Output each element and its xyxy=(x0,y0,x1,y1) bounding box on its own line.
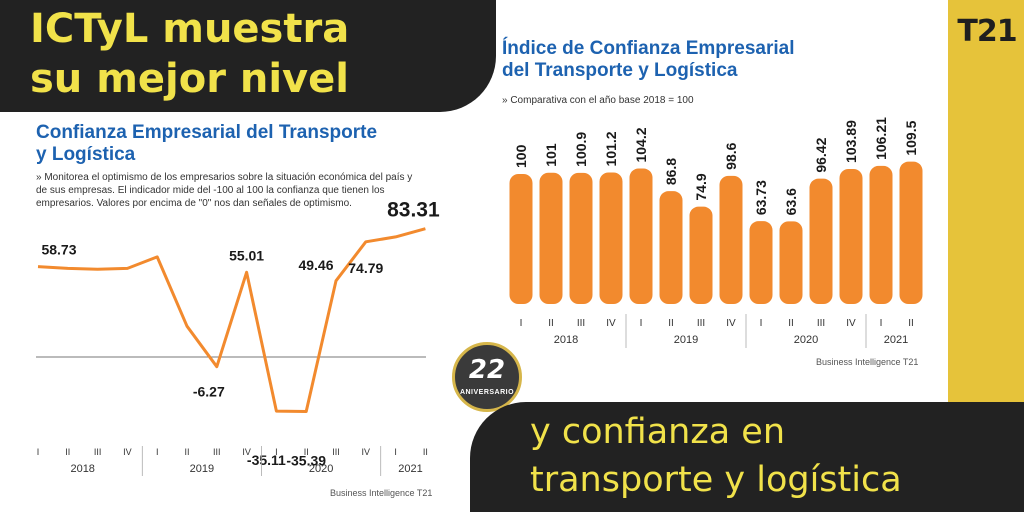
bar-12 xyxy=(869,165,893,304)
line-data-label-8: -35.11 xyxy=(247,452,286,468)
line-year-label-2018: 2018 xyxy=(70,463,94,475)
bar-7 xyxy=(719,175,743,304)
t21-logo: T21 xyxy=(957,14,1017,49)
bar-year-label-2019: 2019 xyxy=(674,334,698,346)
bar-value-label-9: 63.6 xyxy=(783,188,799,215)
bar-value-label-13: 109.5 xyxy=(903,120,919,155)
bar-3 xyxy=(599,172,623,304)
bar-value-label-12: 106.21 xyxy=(873,117,889,160)
line-quarter-tick-7: IV xyxy=(242,447,251,457)
bar-value-label-1: 101 xyxy=(543,143,559,167)
confidence-series-line xyxy=(37,227,426,413)
line-quarter-tick-9: II xyxy=(304,447,309,457)
line-quarter-tick-0: I xyxy=(37,447,40,457)
bar-6 xyxy=(689,206,713,304)
badge-number: 22 xyxy=(468,355,506,385)
line-year-label-2019: 2019 xyxy=(190,463,214,475)
line-chart-source: Business Intelligence T21 xyxy=(330,488,433,498)
bar-chart-title-line-1: Índice de Confianza Empresarial xyxy=(502,38,795,59)
bar-value-label-11: 103.89 xyxy=(843,120,859,163)
bottom-banner: y confianza en transporte y logística xyxy=(470,402,1024,512)
bar-13 xyxy=(899,161,923,304)
bar-5 xyxy=(659,191,683,304)
bar-quarter-tick-10: III xyxy=(817,318,825,329)
bar-2 xyxy=(569,172,593,304)
banner-line-1: y confianza en xyxy=(530,412,786,452)
bar-0 xyxy=(509,174,533,304)
bar-value-label-0: 100 xyxy=(513,144,529,168)
banner-line-2: transporte y logística xyxy=(530,460,902,500)
line-quarter-tick-13: II xyxy=(423,447,428,457)
line-quarter-tick-2: III xyxy=(94,447,102,457)
bar-quarter-tick-12: I xyxy=(880,318,883,329)
line-chart-note-line-2: de sus empresas. El indicador mide del -… xyxy=(36,185,385,196)
line-quarter-tick-6: III xyxy=(213,447,221,457)
bar-10 xyxy=(809,178,833,304)
line-data-label-0: 58.73 xyxy=(41,242,76,258)
bar-9 xyxy=(779,221,803,304)
bar-chart-source: Business Intelligence T21 xyxy=(816,357,919,367)
line-quarter-tick-1: II xyxy=(65,447,70,457)
line-quarter-tick-11: IV xyxy=(362,447,371,457)
bar-11 xyxy=(839,168,863,304)
line-chart-note: » Monitorea el optimismo de los empresar… xyxy=(36,171,412,210)
anniversary-badge: 22 ANIVERSARIO xyxy=(452,342,522,412)
bar-quarter-tick-8: I xyxy=(760,318,763,329)
line-data-label-11: 74.79 xyxy=(348,260,383,276)
yellow-side-panel xyxy=(948,0,1024,410)
bar-chart-title: Índice de Confianza Empresarial del Tran… xyxy=(502,38,794,82)
line-data-label-13: 83.31 xyxy=(387,199,440,222)
bar-quarter-tick-4: I xyxy=(640,318,643,329)
line-quarter-tick-8: I xyxy=(275,447,278,457)
line-quarter-tick-3: IV xyxy=(123,447,132,457)
line-data-label-9: -35.39 xyxy=(286,453,326,469)
line-chart-title-line-1: Confianza Empresarial del Transporte xyxy=(36,122,378,143)
bar-quarter-tick-11: IV xyxy=(846,318,856,329)
bar-quarter-tick-9: II xyxy=(788,318,794,329)
bar-4 xyxy=(629,168,653,304)
line-chart-note-line-3: empresarios. Valores por encima de "0" n… xyxy=(36,198,352,209)
headline-box: ICTyL muestra su mejor nivel xyxy=(0,0,496,112)
bar-1 xyxy=(539,172,563,304)
line-quarter-tick-5: II xyxy=(184,447,189,457)
line-chart-title: Confianza Empresarial del Transporte y L… xyxy=(36,122,377,166)
bar-quarter-tick-3: IV xyxy=(606,318,616,329)
line-chart-title-line-2: y Logística xyxy=(36,144,136,165)
bar-quarter-tick-0: I xyxy=(520,318,523,329)
line-chart: 58.73 -6.27 55.01 -35.11 -35.39 49.46 74.79 83.… xyxy=(36,199,440,476)
bar-chart-note: » Comparativa con el año base 2018 = 100 xyxy=(502,95,694,106)
bar-value-label-8: 63.73 xyxy=(753,180,769,215)
bar-value-label-5: 86.8 xyxy=(663,158,679,185)
bar-value-label-3: 101.2 xyxy=(603,131,619,166)
bar-value-label-4: 104.2 xyxy=(633,127,649,162)
bar-chart: 100 101 100.9 101.2 104.2 86.8 74.9 98.6 63.73 63… xyxy=(509,117,923,348)
line-year-label-2020: 2020 xyxy=(309,463,333,475)
line-chart-note-line-1: » Monitorea el optimismo de los empresar… xyxy=(36,172,413,183)
bar-year-label-2021: 2021 xyxy=(884,334,908,346)
line-quarter-tick-12: I xyxy=(394,447,397,457)
bar-quarter-tick-5: II xyxy=(668,318,674,329)
bar-year-label-2018: 2018 xyxy=(554,334,578,346)
bar-quarter-tick-13: II xyxy=(908,318,914,329)
bar-value-label-7: 98.6 xyxy=(723,142,739,169)
line-quarter-tick-4: I xyxy=(156,447,159,457)
bar-chart-title-line-2: del Transporte y Logística xyxy=(502,60,738,81)
line-data-label-7: 55.01 xyxy=(229,247,264,263)
bar-8 xyxy=(749,221,773,304)
headline-line-2: su mejor nivel xyxy=(30,56,349,102)
line-quarter-tick-10: III xyxy=(332,447,340,457)
bar-value-label-2: 100.9 xyxy=(573,132,589,167)
bar-quarter-tick-2: III xyxy=(577,318,585,329)
bar-year-label-2020: 2020 xyxy=(794,334,818,346)
bar-value-label-10: 96.42 xyxy=(813,137,829,172)
bar-quarter-tick-1: II xyxy=(548,318,554,329)
badge-text: ANIVERSARIO xyxy=(459,389,515,396)
bar-quarter-tick-6: III xyxy=(697,318,705,329)
line-data-label-6: -6.27 xyxy=(193,384,225,400)
bar-value-label-6: 74.9 xyxy=(693,173,709,200)
headline-line-1: ICTyL muestra xyxy=(30,6,350,52)
line-data-label-10: 49.46 xyxy=(298,257,333,273)
bar-quarter-tick-7: IV xyxy=(726,318,736,329)
line-year-label-2021: 2021 xyxy=(398,463,422,475)
